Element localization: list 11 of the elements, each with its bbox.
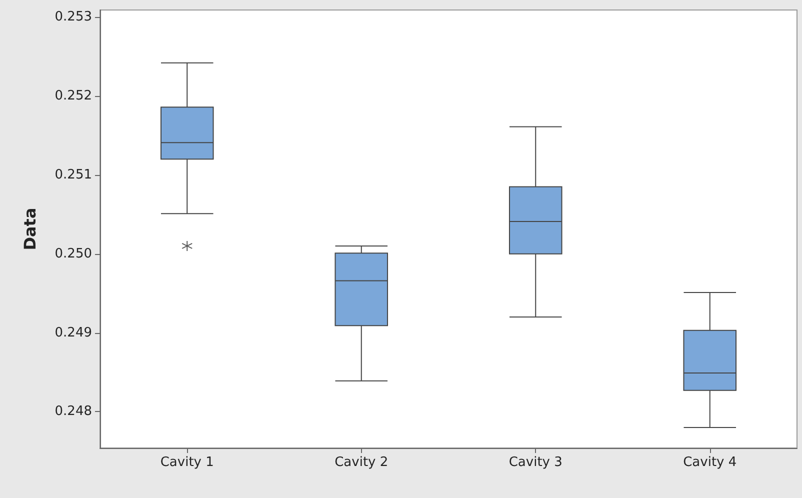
y-tick-label: 0.252 xyxy=(54,88,92,104)
y-tick-label: 0.251 xyxy=(54,167,92,182)
x-tick-label: Cavity 1 xyxy=(160,455,214,470)
x-tick-label: Cavity 2 xyxy=(334,455,388,470)
y-tick-label: 0.253 xyxy=(54,10,92,25)
x-tick-label: Cavity 3 xyxy=(508,455,562,470)
y-tick-label: 0.248 xyxy=(54,404,92,420)
y-tick-label: 0.249 xyxy=(54,325,92,340)
y-tick-label: 0.250 xyxy=(54,246,92,262)
x-tick-label: Cavity 4 xyxy=(683,455,737,470)
y-axis-title: Data xyxy=(20,208,40,250)
